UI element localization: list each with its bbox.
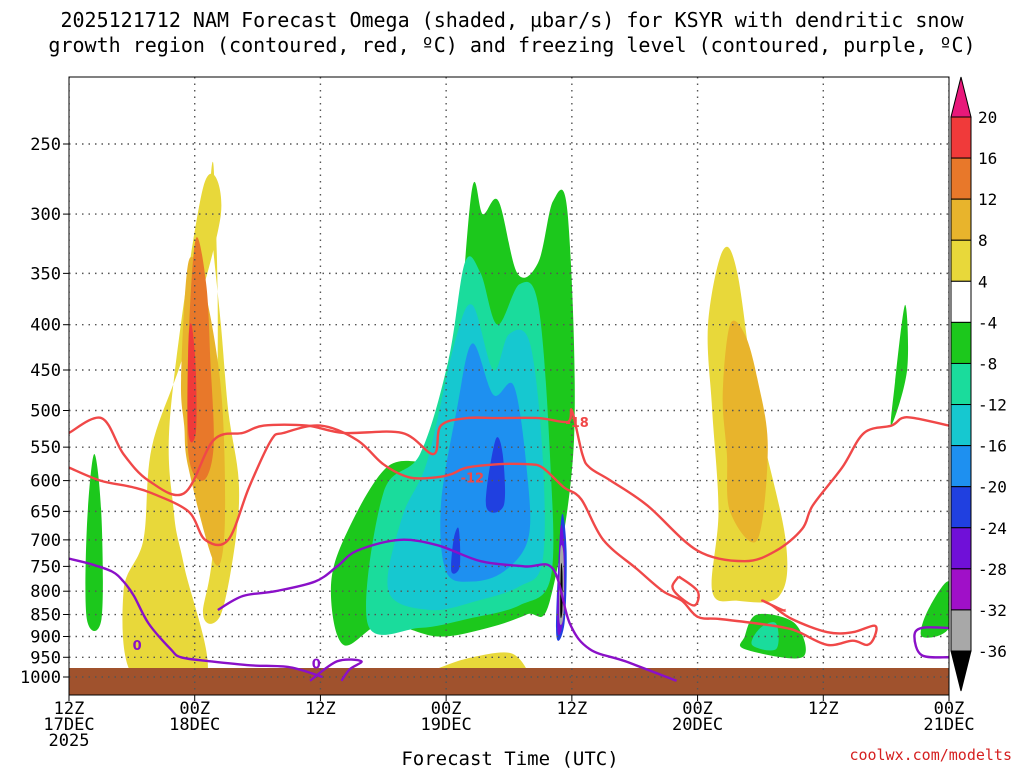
omega-region — [85, 454, 103, 632]
freezing-level-label: 0 — [312, 657, 321, 672]
surface-terrain-band — [69, 668, 949, 695]
credit-text: coolwx.com/modelts — [849, 746, 1012, 764]
colorbar-bin — [950, 157, 972, 200]
colorbar: 20 16 12 8 4 -4 -8 -12 -16 -20 -24 -28 -32 -36 — [950, 76, 1007, 692]
x-tick-label: 00Z — [934, 699, 965, 719]
dgz-contour-line — [69, 424, 878, 647]
x-tick-label: 17DEC — [43, 715, 94, 735]
colorbar-label: 16 — [978, 149, 997, 168]
y-tick-label: 250 — [30, 135, 61, 155]
x-tick-label: 00Z — [682, 699, 713, 719]
y-tick-label: 400 — [30, 316, 61, 336]
colorbar-bin — [950, 280, 972, 323]
omega-region — [451, 527, 461, 574]
freezing-level-line — [913, 626, 949, 659]
colorbar-label: -24 — [978, 519, 1007, 538]
y-tick-label: 650 — [30, 502, 61, 522]
colorbar-label: 12 — [978, 190, 997, 209]
omega-region — [440, 343, 531, 582]
colorbar-label: -8 — [978, 354, 997, 373]
colorbar-label: 4 — [978, 272, 988, 291]
colorbar-label: -36 — [978, 642, 1007, 661]
colorbar-top-arrow — [950, 76, 972, 118]
colorbar-bin — [950, 486, 972, 529]
colorbar-bin — [950, 527, 972, 570]
x-tick-label: 00Z — [431, 699, 462, 719]
y-tick-label: 350 — [30, 264, 61, 284]
colorbar-bin — [950, 445, 972, 488]
y-tick-label: 600 — [30, 472, 61, 492]
x-tick-label: 2025 — [49, 731, 90, 751]
dgz-contour-label: -18 — [565, 416, 589, 431]
colorbar-bin — [950, 321, 972, 364]
colorbar-bin — [950, 362, 972, 406]
contour-lines-layer — [69, 408, 949, 682]
colorbar-label: -20 — [978, 478, 1007, 497]
x-tick-label: 12Z — [808, 699, 839, 719]
omega-region — [920, 581, 949, 638]
y-tick-label: 900 — [30, 627, 61, 647]
y-tick-label: 950 — [30, 648, 61, 668]
y-tick-label: 500 — [30, 402, 61, 422]
y-tick-label: 450 — [30, 361, 61, 381]
x-tick-label: 18DEC — [169, 715, 220, 735]
colorbar-bin — [950, 568, 972, 611]
y-tick-label: 800 — [30, 582, 61, 602]
y-tick-label: 550 — [30, 438, 61, 458]
colorbar-bin — [950, 116, 972, 159]
colorbar-bin — [950, 404, 972, 447]
freezing-level-line — [69, 557, 323, 679]
colorbar-bin — [950, 198, 972, 241]
chart-title-line-1: 2025121712 NAM Forecast Omega (shaded, µ… — [60, 8, 964, 32]
axes: 2503003504004505005506006507007508008509… — [20, 135, 975, 751]
colorbar-label: 20 — [978, 108, 997, 127]
y-tick-label: 300 — [30, 205, 61, 225]
x-tick-label: 19DEC — [421, 715, 472, 735]
contour-labels-layer: -12 -18 0 0 — [133, 416, 589, 672]
freezing-level-line — [217, 538, 678, 682]
dgz-contour-label: -12 — [461, 471, 485, 486]
colorbar-label: -4 — [978, 313, 997, 332]
y-tick-label: 850 — [30, 606, 61, 626]
omega-shading-layer — [85, 161, 949, 690]
plot-frame — [68, 76, 950, 696]
colorbar-bin — [950, 239, 972, 282]
x-tick-label: 12Z — [54, 699, 85, 719]
chart-title: 2025121712 NAM Forecast Omega (shaded, µ… — [0, 8, 1024, 58]
colorbar-bin — [950, 609, 972, 652]
x-tick-label: 12Z — [305, 699, 336, 719]
colorbar-bottom-arrow — [950, 650, 972, 692]
colorbar-label: -32 — [978, 601, 1007, 620]
y-tick-label: 750 — [30, 557, 61, 577]
x-tick-label: 21DEC — [923, 715, 974, 735]
colorbar-label: -12 — [978, 396, 1007, 415]
chart-title-line-2: growth region (contoured, red, ºC) and f… — [48, 33, 976, 57]
x-tick-label: 20DEC — [672, 715, 723, 735]
omega-region — [722, 320, 768, 543]
y-tick-label: 1000 — [20, 668, 61, 688]
colorbar-label: -28 — [978, 560, 1007, 579]
x-tick-label: 00Z — [179, 699, 210, 719]
colorbar-label: 8 — [978, 231, 988, 250]
dgz-contour-line — [671, 575, 700, 607]
y-tick-label: 700 — [30, 531, 61, 551]
x-axis-title: Forecast Time (UTC) — [401, 748, 618, 768]
x-tick-label: 12Z — [556, 699, 587, 719]
freezing-level-label: 0 — [133, 639, 142, 654]
freezing-level-line — [309, 658, 363, 682]
omega-region — [187, 323, 197, 443]
colorbar-label: -16 — [978, 437, 1007, 456]
omega-region — [890, 304, 909, 426]
omega-region — [485, 437, 506, 513]
dgz-contour-line — [69, 408, 949, 563]
